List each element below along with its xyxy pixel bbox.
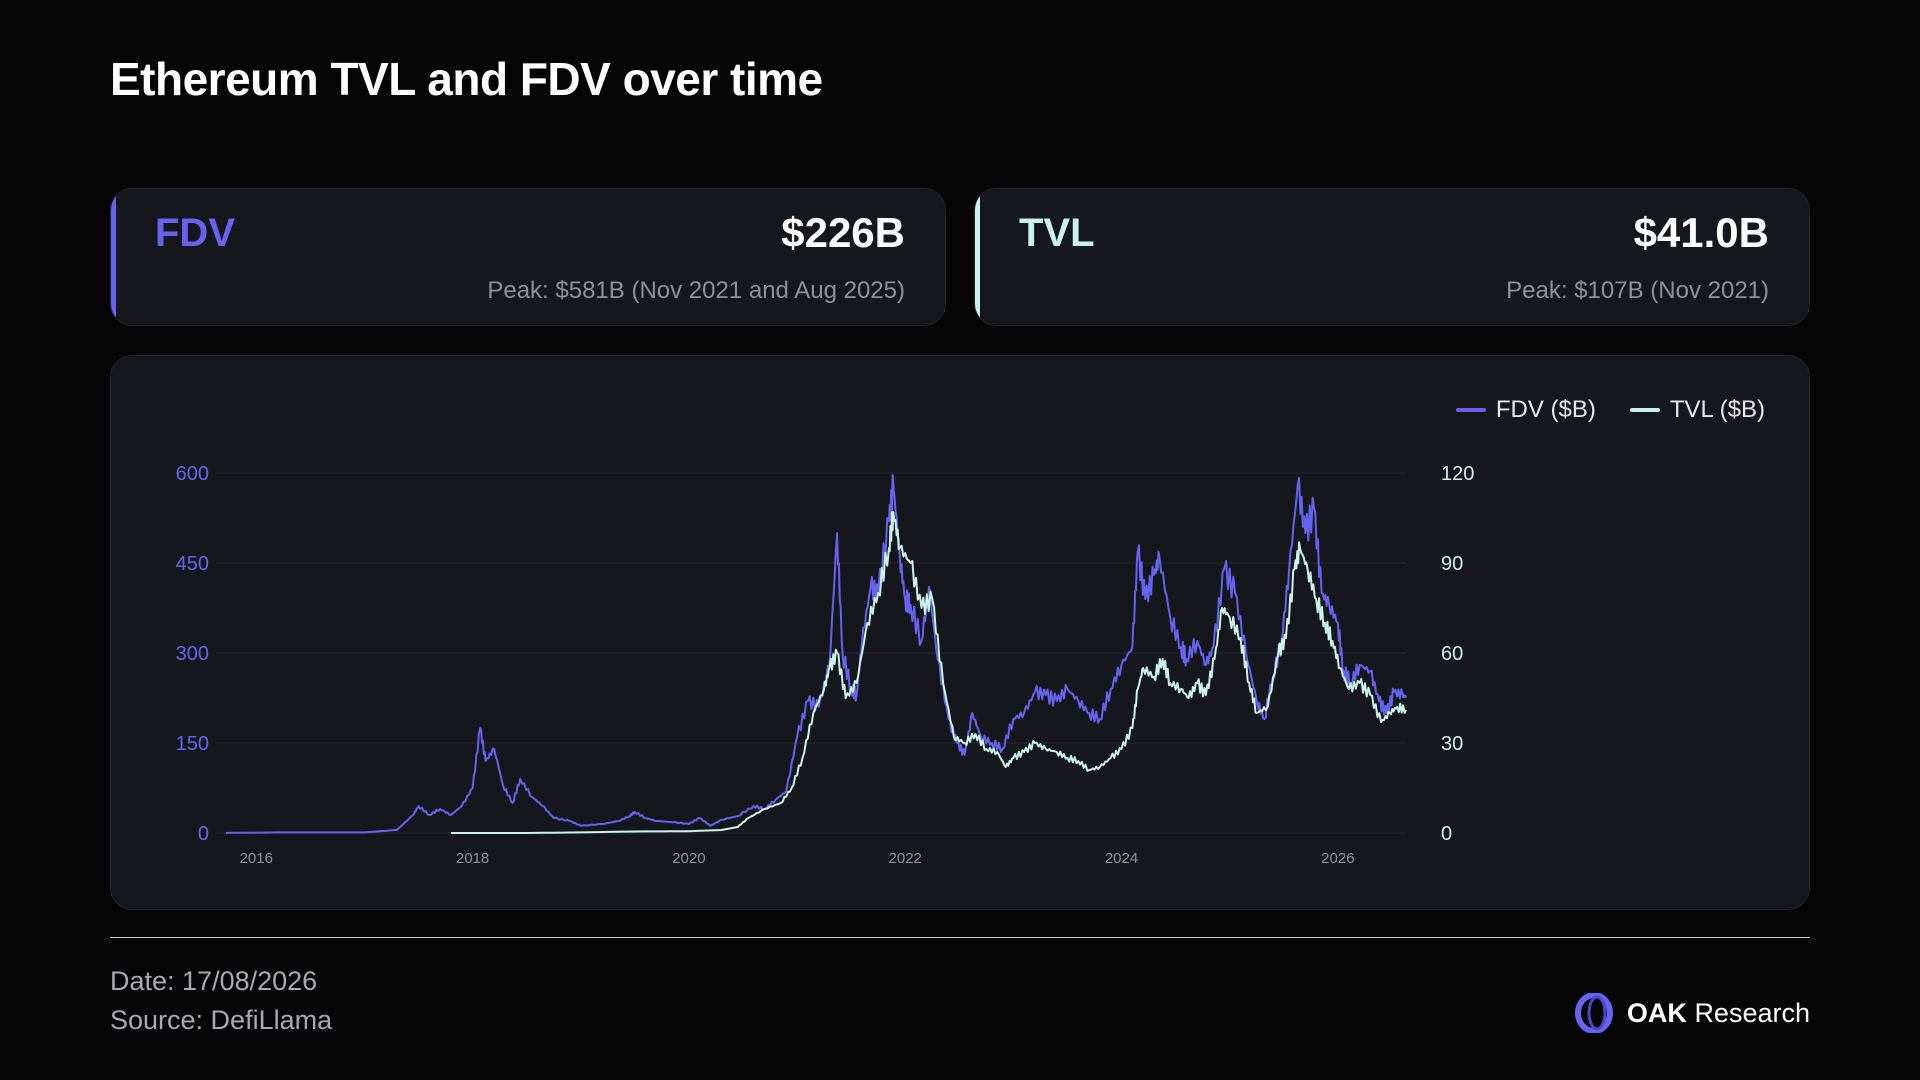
fdv-card-peak: Peak: $581B (Nov 2021 and Aug 2025) bbox=[487, 277, 905, 304]
legend-swatch-tvl bbox=[1629, 408, 1660, 412]
x-tick-label: 2024 bbox=[1105, 850, 1138, 867]
x-tick-label: 2020 bbox=[672, 850, 705, 867]
fdv-series-line bbox=[225, 474, 1407, 834]
legend-label-tvl: TVL ($B) bbox=[1669, 396, 1765, 423]
tvl-card-label: TVL bbox=[1019, 211, 1095, 255]
y-right-tick-label: 30 bbox=[1441, 733, 1463, 755]
brand-logo: OAK Research bbox=[1574, 993, 1810, 1033]
y-left-tick-label: 0 bbox=[198, 823, 209, 845]
brand-name-rest: Research bbox=[1694, 997, 1810, 1028]
legend-item-tvl: TVL ($B) bbox=[1629, 396, 1765, 424]
y-right-tick-label: 60 bbox=[1441, 643, 1463, 665]
tvl-series-line bbox=[451, 511, 1407, 834]
x-tick-label: 2022 bbox=[889, 850, 922, 867]
chart-panel: 0 150 300 450 600 0 30 60 90 120 2016 2018 2020 2022 2… bbox=[110, 355, 1810, 910]
x-tick-label: 2018 bbox=[456, 850, 489, 867]
y-left-tick-label: 450 bbox=[176, 553, 209, 575]
fdv-summary-card: FDV $226B Peak: $581B (Nov 2021 and Aug … bbox=[110, 188, 946, 326]
oak-ring-icon bbox=[1574, 993, 1613, 1033]
x-tick-label: 2026 bbox=[1321, 850, 1354, 867]
x-tick-label: 2016 bbox=[240, 850, 273, 867]
legend-swatch-fdv bbox=[1455, 408, 1486, 412]
tvl-card-value: $41.0B bbox=[1633, 209, 1769, 256]
legend-item-fdv: FDV ($B) bbox=[1455, 396, 1596, 424]
footer-divider bbox=[110, 937, 1810, 938]
fdv-card-label: FDV bbox=[155, 211, 235, 255]
brand-name-bold: OAK bbox=[1626, 997, 1687, 1028]
y-left-tick-label: 300 bbox=[176, 643, 209, 665]
page-title: Ethereum TVL and FDV over time bbox=[110, 53, 823, 105]
y-left-tick-label: 150 bbox=[176, 733, 209, 755]
y-left-tick-label: 600 bbox=[176, 463, 209, 485]
y-right-tick-label: 90 bbox=[1441, 553, 1463, 575]
date-label: Date: 17/08/2026 bbox=[110, 966, 318, 996]
tvl-fdv-line-chart: 0 150 300 450 600 0 30 60 90 120 2016 2018 2020 2022 2… bbox=[176, 463, 1475, 867]
fdv-accent-bar bbox=[111, 189, 116, 325]
chart-legend: FDV ($B) TVL ($B) bbox=[1455, 396, 1765, 424]
y-right-tick-label: 120 bbox=[1441, 463, 1474, 485]
tvl-accent-bar bbox=[975, 189, 980, 325]
legend-label-fdv: FDV ($B) bbox=[1495, 396, 1596, 423]
fdv-card-value: $226B bbox=[781, 209, 905, 256]
tvl-card-peak: Peak: $107B (Nov 2021) bbox=[1506, 277, 1769, 304]
brand-name: OAK Research bbox=[1627, 998, 1810, 1029]
source-label: Source: DefiLlama bbox=[110, 1005, 333, 1035]
tvl-summary-card: TVL $41.0B Peak: $107B (Nov 2021) bbox=[974, 188, 1810, 326]
y-right-tick-label: 0 bbox=[1441, 823, 1452, 845]
